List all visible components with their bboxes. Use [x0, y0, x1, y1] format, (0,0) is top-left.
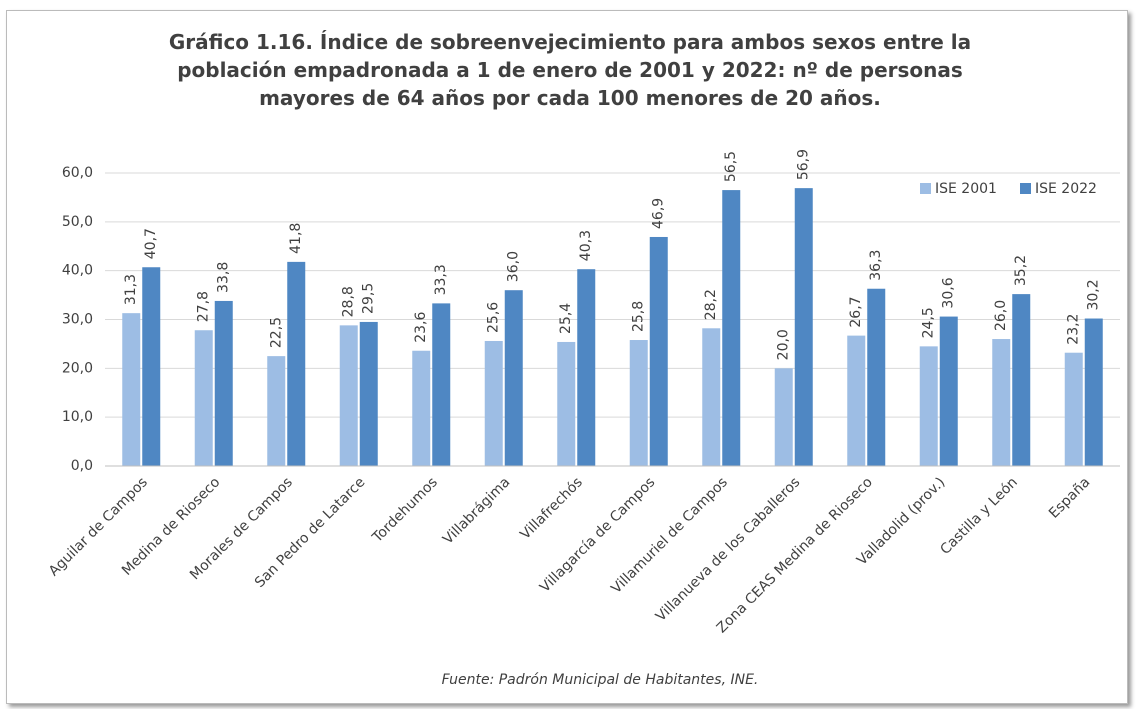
- bar: [919, 346, 938, 466]
- x-tick-label: Castilla y León: [937, 474, 1021, 558]
- y-tick-label: 40,0: [62, 263, 93, 279]
- x-tick-label: Villamuriel de Campos: [608, 474, 731, 597]
- value-label: 26,7: [848, 296, 864, 327]
- bar: [504, 290, 523, 466]
- bar: [702, 328, 721, 466]
- x-tick-label: España: [1046, 474, 1093, 521]
- value-label: 23,2: [1066, 314, 1082, 345]
- bar: [794, 188, 813, 466]
- bar: [267, 356, 286, 466]
- y-tick-label: 10,0: [62, 409, 93, 425]
- bar: [649, 236, 668, 466]
- value-label: 20,0: [776, 329, 792, 360]
- value-label: 29,5: [361, 283, 377, 314]
- legend-label: ISE 2001: [935, 181, 997, 197]
- value-label: 28,2: [703, 289, 719, 320]
- value-label: 36,3: [868, 250, 884, 281]
- value-label: 23,6: [413, 311, 429, 342]
- bar: [484, 340, 503, 466]
- x-tick-label: Zona CEAS Medina de Rioseco: [714, 474, 876, 636]
- value-label: 33,8: [216, 262, 232, 293]
- y-tick-label: 30,0: [62, 312, 93, 328]
- value-label: 35,2: [1013, 255, 1029, 286]
- value-label: 28,8: [341, 286, 357, 317]
- bar: [774, 368, 793, 466]
- bar: [557, 341, 576, 466]
- value-label: 56,5: [723, 151, 739, 182]
- legend-swatch: [920, 183, 931, 194]
- legend-swatch: [1020, 183, 1031, 194]
- bar: [1012, 294, 1031, 466]
- value-label: 33,3: [433, 264, 449, 295]
- chart-title: Gráfico 1.16. Índice de sobreenvejecimie…: [168, 30, 972, 110]
- bar: [629, 340, 648, 466]
- x-tick-label: Tordehumos: [369, 474, 441, 546]
- bar: [122, 313, 141, 466]
- bar: [287, 261, 306, 466]
- source-note: Fuente: Padrón Municipal de Habitantes, …: [442, 672, 759, 688]
- legend-label: ISE 2022: [1035, 181, 1097, 197]
- bar: [867, 288, 886, 466]
- value-label: 22,5: [268, 317, 284, 348]
- value-label: 26,0: [993, 300, 1009, 331]
- y-tick-label: 60,0: [62, 165, 93, 181]
- value-label: 31,3: [123, 274, 139, 305]
- value-label: 40,7: [143, 228, 159, 259]
- bar: [577, 269, 596, 466]
- bar: [432, 303, 451, 466]
- bar: [1084, 318, 1103, 466]
- x-tick-label: Villabrágima: [440, 474, 513, 547]
- bar: [939, 316, 958, 466]
- y-tick-label: 20,0: [62, 360, 93, 376]
- bar: [339, 325, 358, 466]
- value-label: 41,8: [288, 223, 304, 254]
- value-label: 24,5: [921, 307, 937, 338]
- value-label: 25,6: [486, 302, 502, 333]
- value-label: 27,8: [196, 291, 212, 322]
- value-label: 25,4: [558, 303, 574, 334]
- bar: [847, 335, 866, 466]
- x-tick-label: Villanueva de los Caballeros: [653, 474, 804, 625]
- bar: [142, 267, 161, 466]
- value-label: 36,0: [506, 251, 522, 282]
- bar: [992, 339, 1011, 466]
- value-label: 46,9: [651, 198, 667, 229]
- y-tick-label: 0,0: [71, 458, 93, 474]
- bar: [359, 321, 378, 466]
- value-label: 25,8: [631, 301, 647, 332]
- value-label: 30,6: [941, 277, 957, 308]
- x-tick-label: Villafrechós: [517, 474, 586, 543]
- value-label: 30,2: [1086, 279, 1102, 310]
- bar: [214, 300, 233, 466]
- value-label: 56,9: [796, 149, 812, 180]
- bar: [722, 190, 741, 466]
- bar: [412, 350, 431, 466]
- value-label: 40,3: [578, 230, 594, 261]
- y-tick-label: 50,0: [62, 214, 93, 230]
- bar: [194, 330, 213, 466]
- bar: [1064, 352, 1083, 466]
